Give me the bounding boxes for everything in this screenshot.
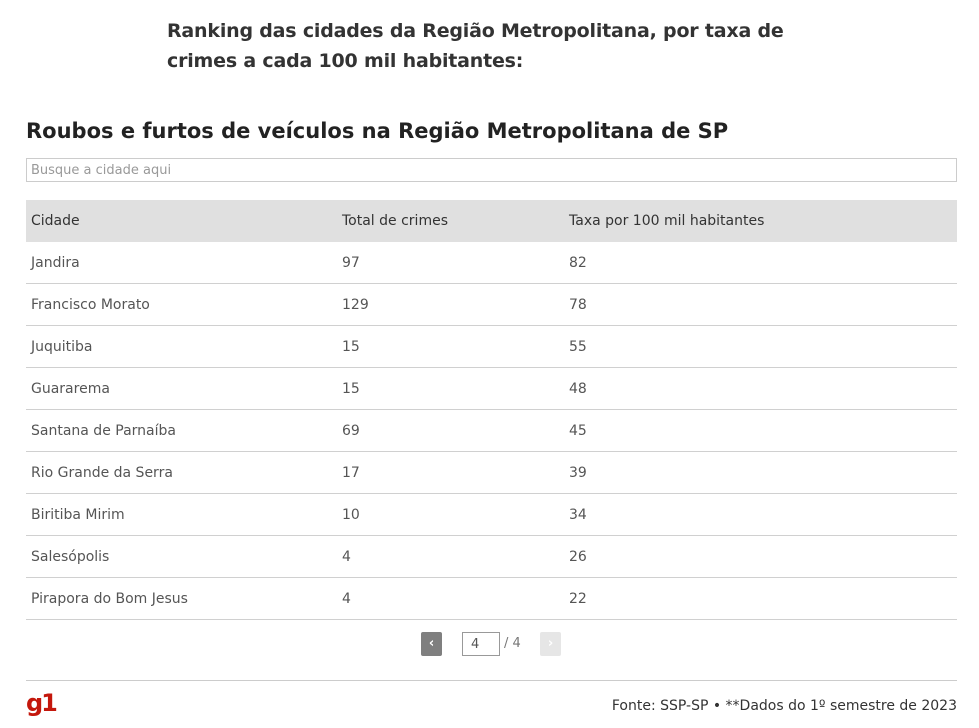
next-page-button[interactable]: › <box>540 632 561 656</box>
column-header-city[interactable]: Cidade <box>26 200 337 242</box>
cell-total: 17 <box>337 451 564 494</box>
cell-city: Guararema <box>26 367 337 410</box>
pagination: ‹ / 4 › <box>26 620 957 672</box>
cell-city: Juquitiba <box>26 325 337 368</box>
cell-city: Biritiba Mirim <box>26 493 337 536</box>
cell-total: 15 <box>337 367 564 410</box>
table-row: Biritiba Mirim 10 34 <box>26 493 957 536</box>
table-row: Francisco Morato 129 78 <box>26 283 957 326</box>
cell-total: 69 <box>337 409 564 452</box>
cell-city: Rio Grande da Serra <box>26 451 337 494</box>
cell-city: Jandira <box>26 242 337 284</box>
table-row: Rio Grande da Serra 17 39 <box>26 451 957 494</box>
column-header-rate[interactable]: Taxa por 100 mil habitantes <box>564 200 957 242</box>
search-input[interactable] <box>26 158 957 182</box>
data-table: Cidade Total de crimes Taxa por 100 mil … <box>26 200 957 620</box>
table-header-row: Cidade Total de crimes Taxa por 100 mil … <box>26 200 957 242</box>
page-total-label: / 4 <box>504 636 521 651</box>
cell-rate: 48 <box>564 367 957 410</box>
cell-total: 4 <box>337 535 564 578</box>
table-row: Jandira 97 82 <box>26 242 957 284</box>
cell-total: 15 <box>337 325 564 368</box>
intro-text: Ranking das cidades da Região Metropolit… <box>167 20 784 72</box>
cell-rate: 22 <box>564 577 957 620</box>
table-row: Santana de Parnaíba 69 45 <box>26 409 957 452</box>
cell-rate: 39 <box>564 451 957 494</box>
column-header-total[interactable]: Total de crimes <box>337 200 564 242</box>
cell-rate: 78 <box>564 283 957 326</box>
cell-rate: 82 <box>564 242 957 284</box>
cell-total: 129 <box>337 283 564 326</box>
table-row: Guararema 15 48 <box>26 367 957 410</box>
cell-city: Salesópolis <box>26 535 337 578</box>
prev-page-button[interactable]: ‹ <box>421 632 442 656</box>
cell-city: Pirapora do Bom Jesus <box>26 577 337 620</box>
table-row: Salesópolis 4 26 <box>26 535 957 578</box>
table-row: Pirapora do Bom Jesus 4 22 <box>26 577 957 620</box>
cell-rate: 34 <box>564 493 957 536</box>
cell-city: Francisco Morato <box>26 283 337 326</box>
cell-total: 97 <box>337 242 564 284</box>
cell-city: Santana de Parnaíba <box>26 409 337 452</box>
cell-total: 4 <box>337 577 564 620</box>
source-note: Fonte: SSP-SP • **Dados do 1º semestre d… <box>611 698 957 714</box>
page-number-input[interactable] <box>462 632 500 656</box>
cell-rate: 55 <box>564 325 957 368</box>
data-table-widget: Roubos e furtos de veículos na Região Me… <box>26 116 957 727</box>
cell-total: 10 <box>337 493 564 536</box>
cell-rate: 45 <box>564 409 957 452</box>
g1-logo: g1 <box>26 689 58 717</box>
widget-title: Roubos e furtos de veículos na Região Me… <box>26 119 729 143</box>
table-row: Juquitiba 15 55 <box>26 325 957 368</box>
cell-rate: 26 <box>564 535 957 578</box>
footer: g1 Fonte: SSP-SP • **Dados do 1º semestr… <box>26 680 957 727</box>
